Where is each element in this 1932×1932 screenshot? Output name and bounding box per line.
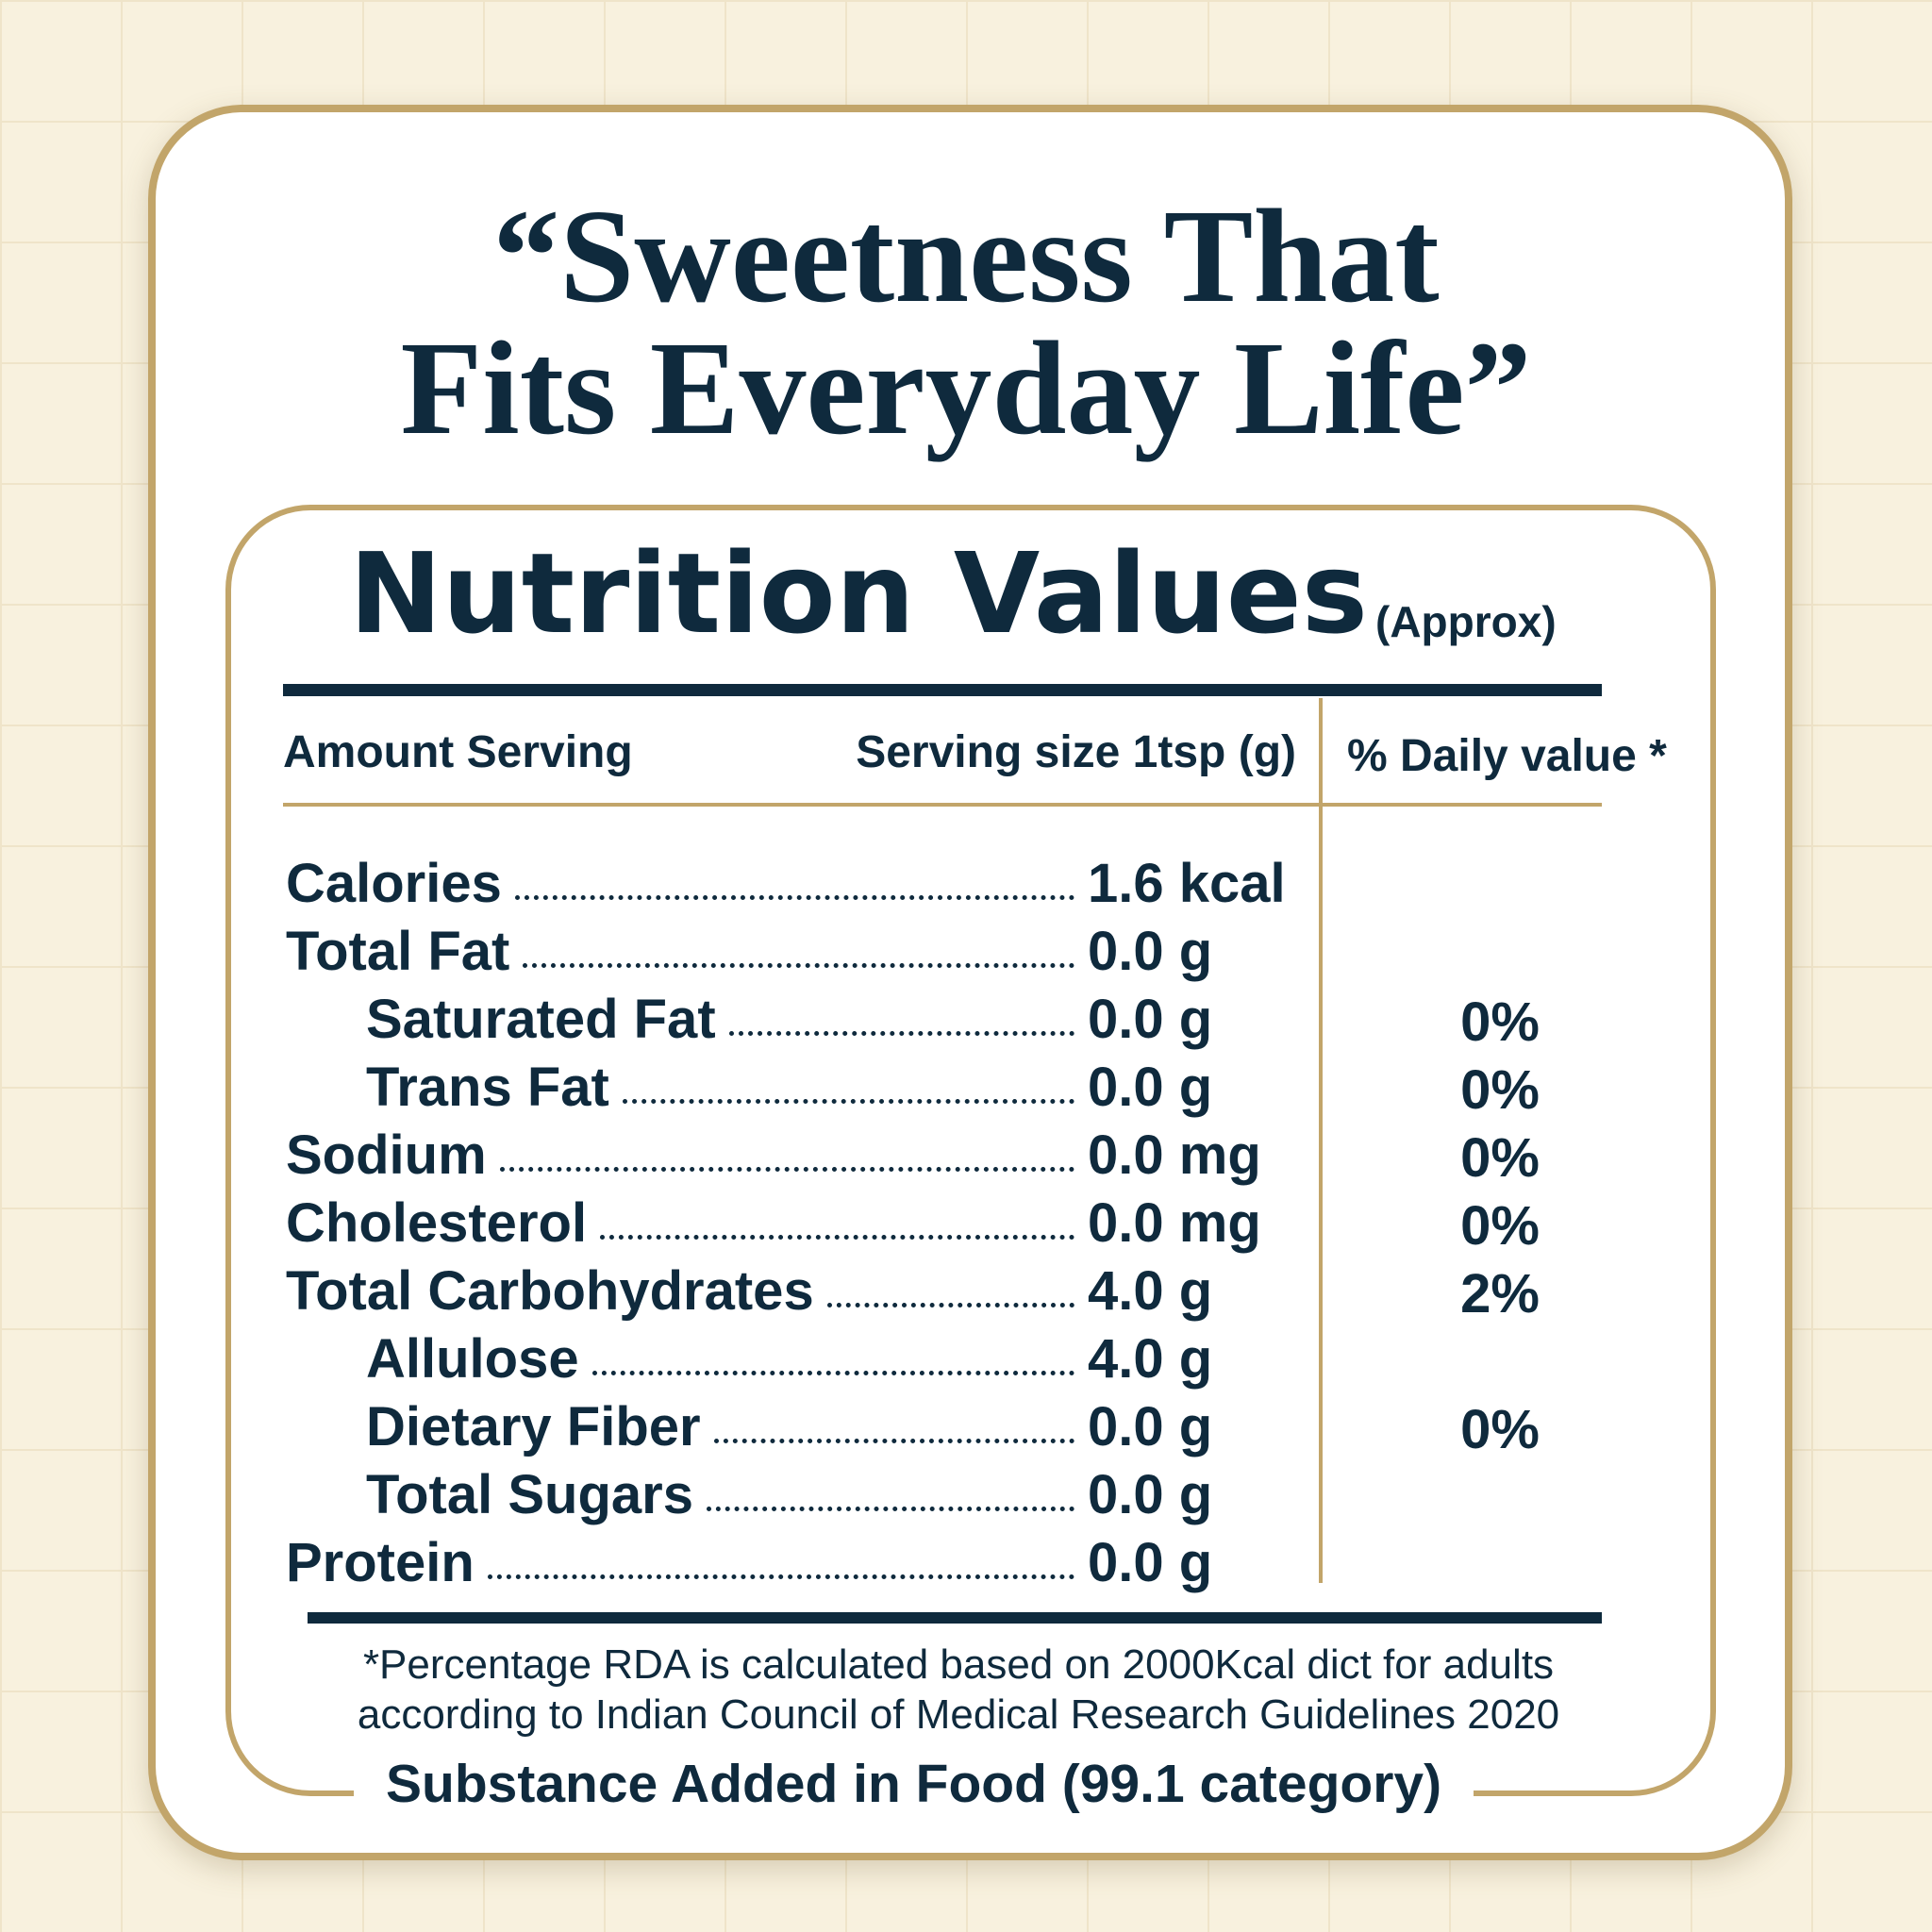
nutrient-name: Total Sugars xyxy=(366,1463,693,1525)
nutrient-amount: 0.0 g xyxy=(1088,1056,1213,1118)
nutrient-amount: 1.6 kcal xyxy=(1088,852,1286,914)
daily-value: 0% xyxy=(1460,1059,1540,1121)
nutrient-amount: 0.0 g xyxy=(1088,1395,1213,1457)
nutrient-row: Total Fat 0.0 g xyxy=(286,917,1324,985)
column-divider xyxy=(1319,698,1323,1583)
daily-value: 0% xyxy=(1460,991,1540,1053)
header-cell: Amount Serving xyxy=(283,727,633,777)
nutrient-row: Protein 0.0 g xyxy=(286,1528,1324,1596)
rule xyxy=(283,684,1602,696)
nutrient-name: Cholesterol xyxy=(286,1191,588,1254)
nutrient-name: Sodium xyxy=(286,1124,487,1186)
daily-value: 0% xyxy=(1460,1399,1540,1460)
nutrient-amount: 0.0 g xyxy=(1088,1463,1213,1525)
nutrient-row: Trans Fat 0.0 g xyxy=(366,1053,1324,1121)
nutrient-amount: 0.0 mg xyxy=(1088,1191,1261,1254)
headline: Fits Everyday Life” xyxy=(400,313,1532,462)
nutrient-row: Calories 1.6 kcal xyxy=(286,849,1324,917)
nutrient-name: Total Fat xyxy=(286,920,510,982)
nutrient-name: Protein xyxy=(286,1531,475,1593)
nutrient-name: Saturated Fat xyxy=(366,988,716,1050)
nutrient-amount: 0.0 g xyxy=(1088,920,1213,982)
daily-value: 0% xyxy=(1460,1127,1540,1189)
headline: “Sweetness That xyxy=(492,181,1440,330)
header-cell: % Daily value * xyxy=(1347,731,1667,781)
nutrient-name: Trans Fat xyxy=(366,1056,609,1118)
nutrient-row: Cholesterol 0.0 mg xyxy=(286,1189,1324,1257)
nutrient-name: Allulose xyxy=(366,1327,579,1390)
nutrient-name: Dietary Fiber xyxy=(366,1395,701,1457)
footer: Substance Added in Food (99.1 category) xyxy=(354,1753,1474,1815)
title-note: (Approx) xyxy=(1375,597,1557,646)
label-title: Nutrition Values xyxy=(349,528,1369,658)
nutrient-row: Saturated Fat 0.0 g xyxy=(366,985,1324,1053)
footnote: according to Indian Council of Medical R… xyxy=(357,1691,1560,1738)
nutrient-row: Total Carbohydrates 4.0 g xyxy=(286,1257,1324,1324)
nutrient-row: Total Sugars 0.0 g xyxy=(366,1460,1324,1528)
header-cell: Serving size 1tsp (g) xyxy=(856,727,1296,777)
nutrient-row: Dietary Fiber 0.0 g xyxy=(366,1392,1324,1460)
nutrient-name: Total Carbohydrates xyxy=(286,1259,814,1322)
nutrient-row: Allulose 4.0 g xyxy=(366,1324,1324,1392)
daily-value: 0% xyxy=(1460,1195,1540,1257)
nutrient-name: Calories xyxy=(286,852,502,914)
nutrient-amount: 4.0 g xyxy=(1088,1327,1213,1390)
nutrient-amount: 0.0 g xyxy=(1088,1531,1213,1593)
nutrient-amount: 4.0 g xyxy=(1088,1259,1213,1322)
nutrient-row: Sodium 0.0 mg xyxy=(286,1121,1324,1189)
card xyxy=(148,105,1792,1860)
footnote: *Percentage RDA is calculated based on 2… xyxy=(362,1641,1555,1688)
nutrient-amount: 0.0 g xyxy=(1088,988,1213,1050)
rule xyxy=(283,803,1602,807)
nutrient-amount: 0.0 mg xyxy=(1088,1124,1261,1186)
rule xyxy=(308,1612,1602,1624)
daily-value: 2% xyxy=(1460,1263,1540,1324)
